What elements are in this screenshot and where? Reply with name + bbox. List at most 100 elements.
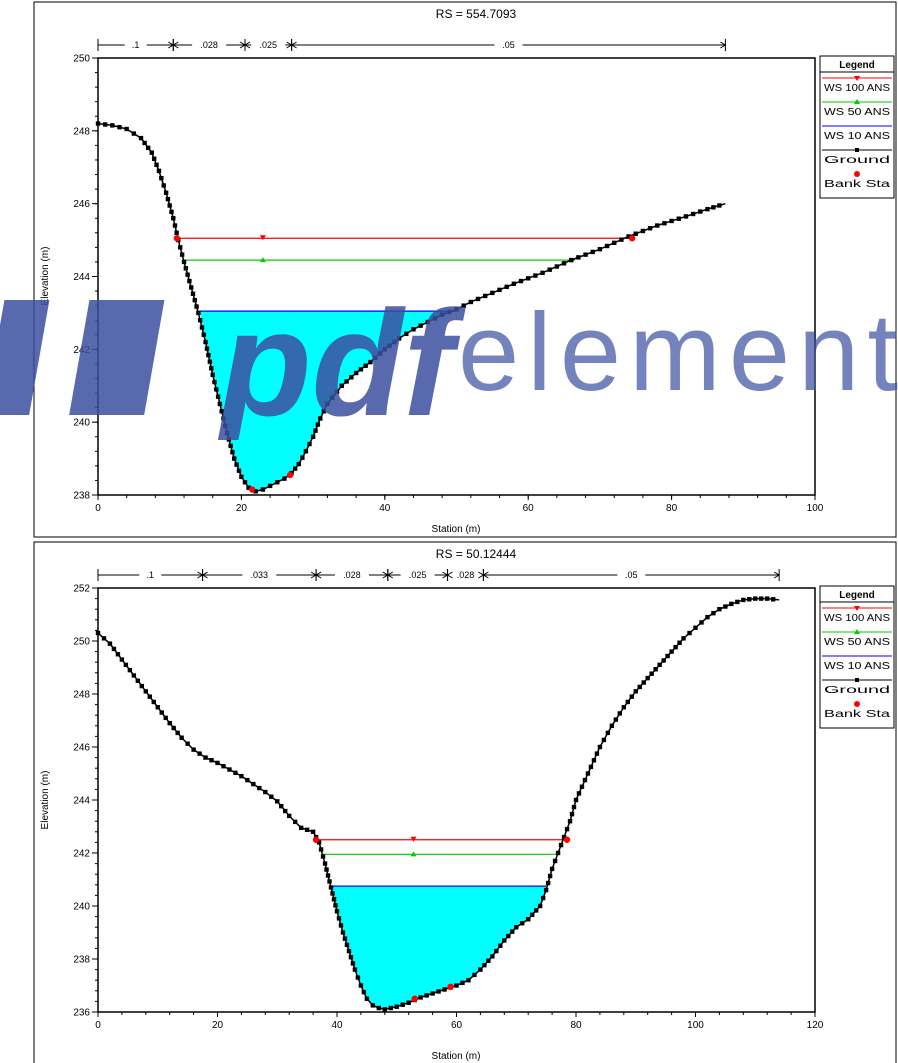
chart-top-legend: Legend WS 100 ANS WS 50 ANS WS 10 ANS Ground… bbox=[819, 55, 895, 199]
bank-station-marker bbox=[248, 486, 256, 493]
ground-point bbox=[576, 791, 582, 796]
ground-point bbox=[669, 649, 674, 654]
ground-point bbox=[717, 607, 722, 612]
manning-label: .028 bbox=[343, 570, 361, 580]
legend-item-label: WS 50 ANS bbox=[824, 107, 890, 118]
ground-point bbox=[163, 190, 169, 195]
bank-station-marker bbox=[173, 235, 181, 242]
ground-point bbox=[349, 375, 354, 380]
ground-point bbox=[181, 259, 187, 265]
ground-point bbox=[625, 699, 630, 705]
ground-point bbox=[511, 281, 517, 286]
ground-point bbox=[460, 980, 465, 986]
ground-point bbox=[510, 929, 515, 934]
ground-point bbox=[665, 653, 670, 659]
ground-point bbox=[424, 993, 429, 998]
ground-point bbox=[203, 755, 208, 760]
ground-point bbox=[167, 203, 172, 208]
ground-point bbox=[583, 252, 588, 257]
ground-point bbox=[340, 930, 346, 935]
ground-point bbox=[633, 231, 638, 236]
legend-title: Legend bbox=[839, 590, 875, 601]
ground-point bbox=[468, 299, 474, 305]
ground-point bbox=[327, 879, 332, 884]
y-tick-label: 250 bbox=[73, 637, 90, 648]
ground-point bbox=[154, 162, 159, 168]
ground-point bbox=[204, 346, 210, 351]
ground-point bbox=[336, 916, 342, 921]
ground-point bbox=[590, 249, 595, 255]
ground-point bbox=[242, 480, 248, 485]
ground-point bbox=[687, 630, 692, 636]
ground-point bbox=[338, 923, 344, 928]
ground-point bbox=[215, 394, 221, 399]
ground-point bbox=[251, 781, 256, 787]
ground-point bbox=[490, 954, 495, 959]
ground-point bbox=[597, 246, 603, 252]
ground-point bbox=[190, 291, 196, 296]
ground-point bbox=[454, 983, 459, 988]
ground-point bbox=[135, 678, 141, 683]
ground-point bbox=[430, 991, 435, 996]
ground-point bbox=[206, 352, 211, 358]
bank-station-marker bbox=[628, 235, 636, 242]
ground-point bbox=[171, 725, 176, 731]
ground-point bbox=[348, 955, 354, 960]
ground-point bbox=[526, 276, 531, 281]
x-tick-label: 40 bbox=[331, 1020, 343, 1031]
chart-bottom-border bbox=[33, 541, 897, 1063]
ground-point bbox=[637, 684, 642, 690]
y-tick-label: 236 bbox=[73, 1008, 90, 1019]
ground-point bbox=[117, 124, 122, 130]
chart-bottom-water bbox=[331, 886, 547, 1010]
ground-point bbox=[494, 948, 499, 954]
manning-arrow bbox=[172, 41, 179, 49]
ground-point bbox=[368, 359, 373, 365]
y-tick-label: 240 bbox=[73, 418, 90, 429]
ground-point bbox=[411, 327, 416, 332]
ground-point bbox=[197, 751, 202, 756]
ground-point bbox=[677, 640, 682, 645]
ground-point bbox=[151, 156, 157, 161]
chart-top-xlabel: Station (m) bbox=[432, 524, 481, 535]
chart-bottom-ws-lines bbox=[316, 836, 568, 887]
ground-point bbox=[214, 387, 219, 392]
ground-point bbox=[296, 461, 301, 467]
ground-point bbox=[454, 307, 459, 312]
ground-point bbox=[502, 938, 507, 943]
ground-point bbox=[711, 205, 716, 210]
ground-point bbox=[159, 175, 164, 181]
ground-point bbox=[107, 641, 113, 646]
ground-point bbox=[127, 667, 133, 673]
manning-label: .025 bbox=[260, 40, 278, 50]
y-tick-label: 244 bbox=[73, 796, 90, 807]
chart-top-water bbox=[199, 311, 457, 492]
ground-point bbox=[95, 121, 101, 126]
ground-point bbox=[138, 135, 144, 141]
ground-point bbox=[387, 343, 392, 348]
ground-point bbox=[649, 671, 654, 676]
ground-point bbox=[131, 131, 137, 136]
ground-point bbox=[520, 921, 525, 926]
manning-arrow bbox=[290, 41, 297, 49]
ground-point bbox=[298, 825, 304, 831]
ground-point bbox=[382, 1007, 387, 1012]
manning-arrow bbox=[446, 571, 453, 579]
x-tick-label: 0 bbox=[95, 1020, 101, 1031]
ground-point bbox=[669, 218, 674, 224]
ground-point bbox=[613, 717, 619, 722]
ground-point bbox=[400, 1002, 405, 1007]
ground-point bbox=[283, 808, 288, 814]
ground-point bbox=[699, 620, 704, 625]
ground-point bbox=[447, 309, 452, 315]
x-tick-label: 20 bbox=[236, 503, 248, 514]
ground-point bbox=[346, 948, 352, 954]
manning-label: .033 bbox=[251, 570, 269, 580]
ground-point bbox=[564, 826, 570, 832]
chart-top-title: RS = 554.7093 bbox=[436, 7, 517, 21]
ground-point bbox=[232, 456, 237, 461]
ground-point bbox=[95, 630, 101, 636]
ground-point bbox=[352, 967, 358, 972]
ground-point bbox=[325, 401, 330, 407]
ws-marker bbox=[410, 836, 417, 842]
